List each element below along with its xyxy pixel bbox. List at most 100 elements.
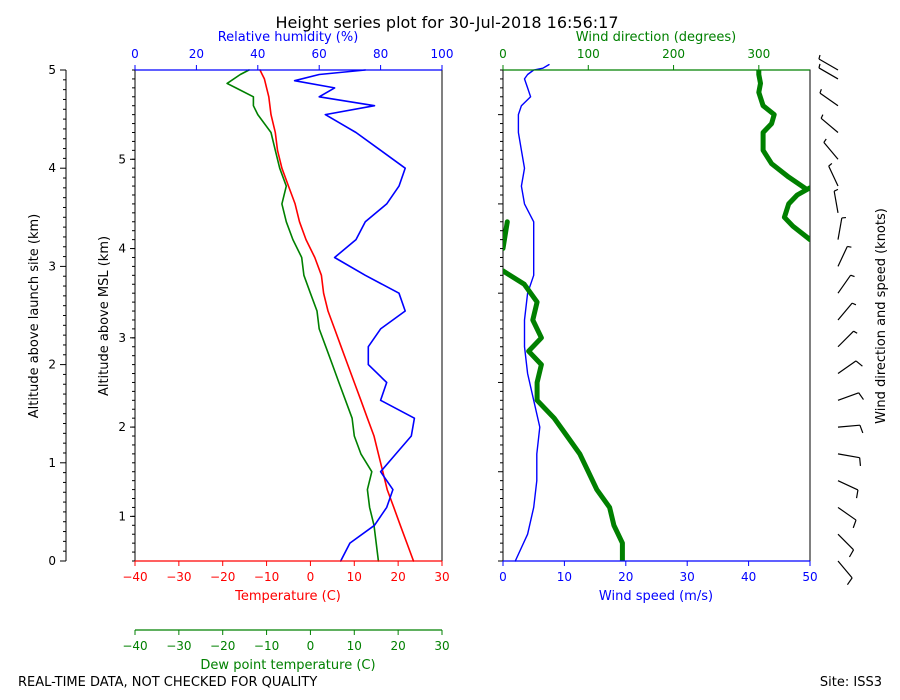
temperature-axis-label: Temperature (C): [234, 589, 341, 604]
wind-barb: [837, 302, 857, 321]
humidity-tick-label: 60: [312, 47, 327, 61]
wind-speed-tick-label: 0: [499, 570, 507, 584]
wind-barb-feather: [846, 577, 853, 586]
wind-barb-shaft: [818, 58, 839, 71]
wind-barb-shaft: [837, 506, 857, 521]
wind-barb: [837, 424, 864, 434]
wind-barb: [837, 274, 855, 294]
outer-altitude-label: Altitude above launch site (km): [27, 214, 42, 418]
wind-direction-group: [503, 70, 810, 561]
wind-barb: [837, 245, 852, 267]
wind-barb-half-feather: [818, 63, 821, 69]
dewpoint-tick-label: 10: [347, 639, 362, 653]
wind-barb-feather: [859, 457, 862, 467]
msl-altitude-tick-label: 4: [118, 242, 126, 256]
wind-barb: [837, 216, 847, 240]
wind-barb-shaft: [837, 330, 854, 348]
wind-barb: [837, 330, 858, 348]
wind-direction-axis-label: Wind direction (degrees): [576, 30, 736, 45]
dewpoint-tick-label: −10: [254, 639, 279, 653]
wind-direction-line: [503, 219, 510, 251]
wind-barb: [818, 63, 839, 80]
wind-direction-line: [503, 268, 625, 561]
wind-direction-tick-label: 300: [747, 47, 770, 61]
humidity-tick-label: 100: [431, 47, 454, 61]
temperature-line: [259, 69, 415, 562]
wind-barb: [837, 360, 863, 375]
barb-axis-label: Wind direction and speed (knots): [874, 208, 889, 424]
wind-direction-line: [781, 185, 810, 243]
outer-altitude-tick-label: 3: [48, 259, 56, 273]
wind-barb-feather: [858, 392, 864, 400]
wind-barb-shaft: [833, 191, 839, 213]
profile-panel: [134, 69, 443, 562]
wind-barb-shaft: [837, 560, 853, 579]
wind-barb: [837, 533, 855, 558]
wind-barb-shaft: [820, 117, 839, 133]
wind-barb-shaft: [837, 274, 852, 294]
wind-speed-tick-label: 30: [680, 570, 695, 584]
wind-barb: [833, 188, 839, 213]
wind-speed-tick-label: 50: [802, 570, 817, 584]
wind-barb-shaft: [837, 246, 848, 267]
outer-altitude-tick-label: 1: [48, 456, 56, 470]
msl-altitude-label: Altitude above MSL (km): [97, 236, 112, 396]
wind-barb-half-feather: [847, 245, 852, 248]
dewpoint-axis-label: Dew point temperature (C): [200, 658, 375, 673]
outer-altitude-tick-label: 4: [48, 161, 56, 175]
wind-barb: [823, 138, 839, 160]
outer-altitude-tick-label: 0: [48, 554, 56, 568]
wind-barb-shaft: [837, 392, 859, 401]
wind-barb: [837, 453, 862, 467]
wind-barb-feather: [859, 424, 864, 434]
wind-barb-shaft: [828, 165, 839, 187]
wind-barb-half-feather: [853, 330, 858, 334]
temperature-tick-label: 10: [347, 570, 362, 584]
wind-barb-half-feather: [828, 162, 833, 167]
wind-barb-shaft: [837, 453, 860, 459]
temperature-tick-label: −20: [210, 570, 235, 584]
humidity-tick-label: 20: [189, 47, 204, 61]
wind-direction-tick-label: 200: [662, 47, 685, 61]
quality-disclaimer: REAL-TIME DATA, NOT CHECKED FOR QUALITY: [18, 675, 317, 690]
wind-barb-half-feather: [833, 188, 839, 192]
wind-speed-line: [514, 63, 550, 562]
wind-barb-half-feather: [819, 88, 822, 94]
wind-barb-feather: [855, 489, 859, 499]
wind-barb-half-feather: [823, 138, 827, 143]
wind-direction-line: [756, 70, 809, 192]
wind-barb-shaft: [837, 217, 843, 240]
msl-altitude-tick-label: 2: [118, 420, 126, 434]
humidity-line: [293, 69, 416, 562]
msl-altitude-tick-label: 5: [118, 152, 126, 166]
wind-barb-half-feather: [820, 114, 824, 119]
wind-speed-tick-label: 20: [618, 570, 633, 584]
wind-barb: [819, 88, 839, 107]
humidity-tick-label: 0: [131, 47, 139, 61]
wind-barb: [828, 162, 839, 187]
wind-barb-shaft: [837, 360, 857, 375]
dewpoint-tick-label: 30: [434, 639, 449, 653]
wind-barb: [837, 480, 859, 499]
wind-barb-half-feather: [851, 302, 857, 306]
wind-barb-feather: [855, 360, 863, 367]
chart-title: Height series plot for 30-Jul-2018 16:56…: [275, 13, 618, 32]
dewpoint-tick-label: 0: [307, 639, 315, 653]
wind-speed-tick-label: 40: [741, 570, 756, 584]
dewpoint-line: [226, 69, 380, 562]
wind-barb-shaft: [823, 142, 839, 160]
wind-barb: [837, 392, 864, 401]
humidity-axis-label: Relative humidity (%): [218, 30, 359, 45]
wind-barb-shaft: [837, 424, 860, 428]
dewpoint-tick-label: 20: [391, 639, 406, 653]
outer-altitude-tick-label: 5: [48, 63, 56, 77]
temperature-tick-label: 20: [391, 570, 406, 584]
wind-barb-shaft: [819, 92, 839, 107]
dewpoint-tick-label: −20: [210, 639, 235, 653]
temperature-tick-label: −30: [166, 570, 191, 584]
temperature-tick-label: −10: [254, 570, 279, 584]
wind-direction-tick-label: 100: [577, 47, 600, 61]
wind-barb: [818, 54, 839, 71]
wind-speed-tick-label: 10: [557, 570, 572, 584]
